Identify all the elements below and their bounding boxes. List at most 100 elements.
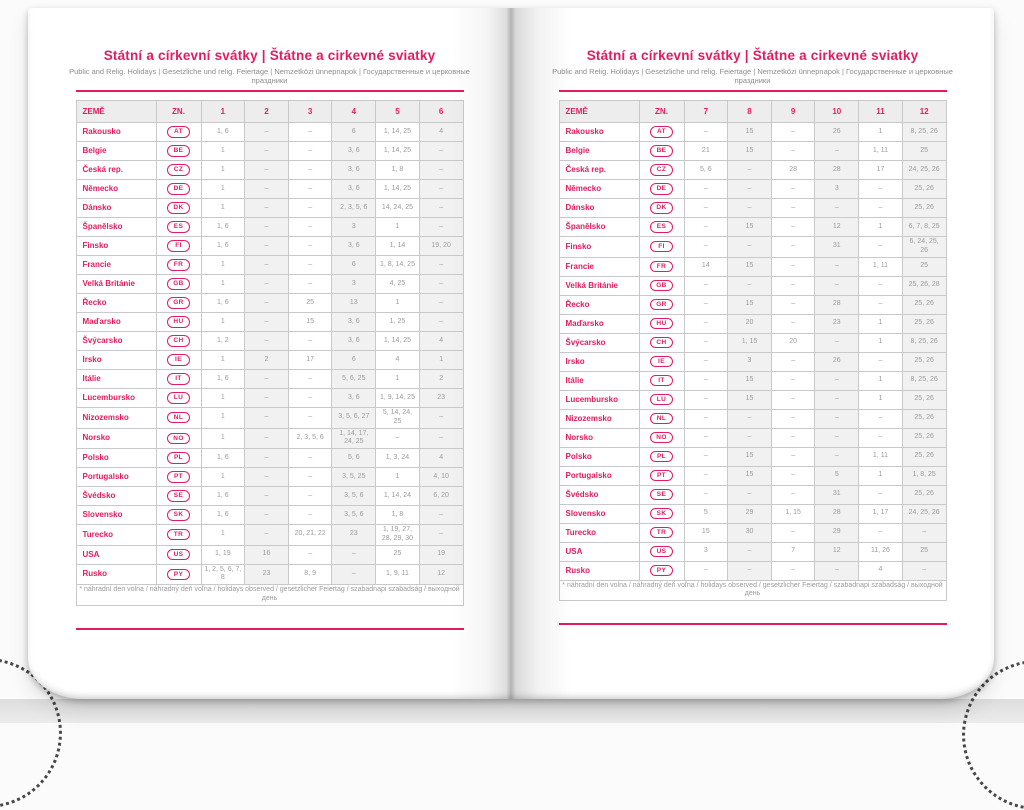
value-cell: – bbox=[244, 141, 289, 161]
table-row: Lucembursko LU –15– –1 25, 26 bbox=[558, 389, 947, 410]
code-cell: GB bbox=[155, 274, 202, 294]
code-cell: NO bbox=[155, 427, 202, 449]
value-cell: 31 bbox=[814, 236, 860, 258]
subtitle-rule bbox=[558, 90, 947, 92]
value-cell: 11, 26 bbox=[858, 541, 903, 562]
country-cell: Česká rep. bbox=[75, 160, 157, 180]
country-cell: Španělsko bbox=[75, 217, 157, 237]
value-cell: 1, 2, 5, 6, 7, 8 bbox=[200, 563, 246, 585]
value-cell: 17 bbox=[858, 160, 903, 180]
country-cell: Portugalsko bbox=[558, 465, 640, 486]
country-code-badge: PT bbox=[167, 471, 190, 483]
value-cell: – bbox=[727, 160, 772, 180]
code-cell: PY bbox=[638, 560, 685, 581]
code-cell: IT bbox=[638, 370, 685, 391]
value-cell: 21 bbox=[683, 141, 729, 161]
page-subtitle: Public and Relig. Holidays | Gesetzliche… bbox=[552, 67, 953, 85]
header-row: ZEMĚ ZN. 7 8 9 10 11 12 bbox=[558, 100, 947, 123]
country-cell: Portugalsko bbox=[75, 467, 157, 487]
code-cell: ES bbox=[638, 217, 685, 237]
value-cell: 28 bbox=[814, 503, 860, 524]
value-cell: 1, 14, 25 bbox=[375, 179, 420, 199]
table-row: Velká Británie GB – – – – –25, 26, 28 bbox=[558, 275, 947, 296]
value-cell: – bbox=[770, 370, 816, 391]
value-cell: 1, 6 bbox=[200, 486, 246, 506]
country-cell: Finsko bbox=[558, 236, 640, 258]
value-cell: 16 bbox=[244, 544, 289, 565]
value-cell: 6, 7, 8, 25 bbox=[901, 217, 947, 237]
value-cell: – bbox=[683, 465, 729, 486]
code-cell: DK bbox=[155, 198, 202, 218]
value-cell: – bbox=[287, 255, 333, 275]
value-cell: 28 bbox=[770, 160, 816, 180]
value-cell: – bbox=[244, 293, 289, 313]
value-cell: – bbox=[683, 275, 729, 296]
value-cell: – bbox=[244, 160, 289, 180]
value-cell: 17 bbox=[287, 350, 333, 370]
value-cell: – bbox=[287, 505, 333, 525]
value-cell: – bbox=[770, 217, 816, 237]
value-cell: 3, 6 bbox=[331, 160, 377, 180]
country-code-badge: NL bbox=[650, 412, 673, 425]
table-row: Portugalsko PT 1– –3, 5, 25 1 4, 10 bbox=[75, 467, 464, 487]
value-cell: 15 bbox=[727, 465, 772, 486]
value-cell: – bbox=[683, 179, 729, 199]
value-cell: 1, 6 bbox=[200, 122, 246, 142]
value-cell: – bbox=[418, 293, 464, 313]
country-code-badge: CZ bbox=[167, 164, 190, 176]
value-cell: – bbox=[814, 141, 860, 161]
value-cell: – bbox=[287, 236, 333, 256]
value-cell: 3 bbox=[331, 274, 377, 294]
value-cell: – bbox=[814, 389, 860, 410]
table-row: Řecko GR 1, 6–25 13 1– bbox=[75, 293, 464, 313]
value-cell: – bbox=[683, 560, 729, 581]
table-row: Slovensko SK 1, 6– –3, 5, 6 1, 8– bbox=[75, 505, 464, 525]
value-cell: – bbox=[858, 198, 903, 218]
value-cell: – bbox=[418, 524, 464, 546]
country-cell: Německo bbox=[558, 179, 640, 199]
value-cell: – bbox=[727, 408, 772, 429]
code-cell: CH bbox=[155, 331, 202, 351]
value-cell: 3, 5, 6 bbox=[331, 486, 377, 506]
value-cell: – bbox=[418, 312, 464, 332]
value-cell: 1 bbox=[375, 467, 420, 487]
table-row: Itálie IT 1, 6– –5, 6, 25 1 2 bbox=[75, 369, 464, 389]
table-row: USA US 1, 19 16– –25 19 bbox=[75, 544, 464, 565]
value-cell: 19 bbox=[418, 544, 464, 565]
value-cell: 4, 25 bbox=[375, 274, 420, 294]
value-cell: 1, 19, 27, 28, 29, 30 bbox=[375, 524, 420, 546]
table-footnote: * náhradní den volna / náhradný deň voľn… bbox=[558, 579, 947, 601]
value-cell: – bbox=[287, 369, 333, 389]
table-row: Francie FR 14 15– –1, 11 25 bbox=[558, 256, 947, 277]
value-cell: 25, 26 bbox=[901, 389, 947, 410]
value-cell: 1 bbox=[858, 389, 903, 410]
value-cell: – bbox=[683, 446, 729, 467]
value-cell: – bbox=[770, 198, 816, 218]
value-cell: – bbox=[244, 217, 289, 237]
value-cell: 6 bbox=[331, 122, 377, 142]
code-cell: FI bbox=[638, 236, 685, 258]
country-code-badge: GR bbox=[650, 298, 673, 311]
value-cell: 25, 26 bbox=[901, 313, 947, 334]
value-cell: 1 bbox=[200, 141, 246, 161]
value-cell: – bbox=[727, 179, 772, 199]
table-row: Rusko PY – – – –4– bbox=[558, 560, 947, 581]
value-cell: – bbox=[244, 505, 289, 525]
value-cell: 25, 26 bbox=[901, 427, 947, 448]
value-cell: – bbox=[418, 427, 464, 449]
holidays-table-months-1-6: ZEMĚ ZN. 1 2 3 4 5 6 Rakousko AT 1, 6– –6 1, 14, 25 4… bbox=[75, 100, 464, 606]
value-cell: 1, 9, 14, 25 bbox=[375, 388, 420, 408]
value-cell: – bbox=[814, 275, 860, 296]
value-cell: – bbox=[814, 332, 860, 353]
country-code-badge: IT bbox=[167, 373, 190, 385]
table-row: Dánsko DK – – – – –25, 26 bbox=[558, 198, 947, 218]
value-cell: – bbox=[683, 370, 729, 391]
value-cell: – bbox=[287, 198, 333, 218]
value-cell: 1, 6 bbox=[200, 505, 246, 525]
country-cell: Švédsko bbox=[75, 486, 157, 506]
country-code-badge: DE bbox=[650, 183, 673, 195]
value-cell: – bbox=[418, 198, 464, 218]
value-cell: – bbox=[770, 294, 816, 315]
value-cell: – bbox=[244, 179, 289, 199]
value-cell: 1, 3, 24 bbox=[375, 448, 420, 468]
